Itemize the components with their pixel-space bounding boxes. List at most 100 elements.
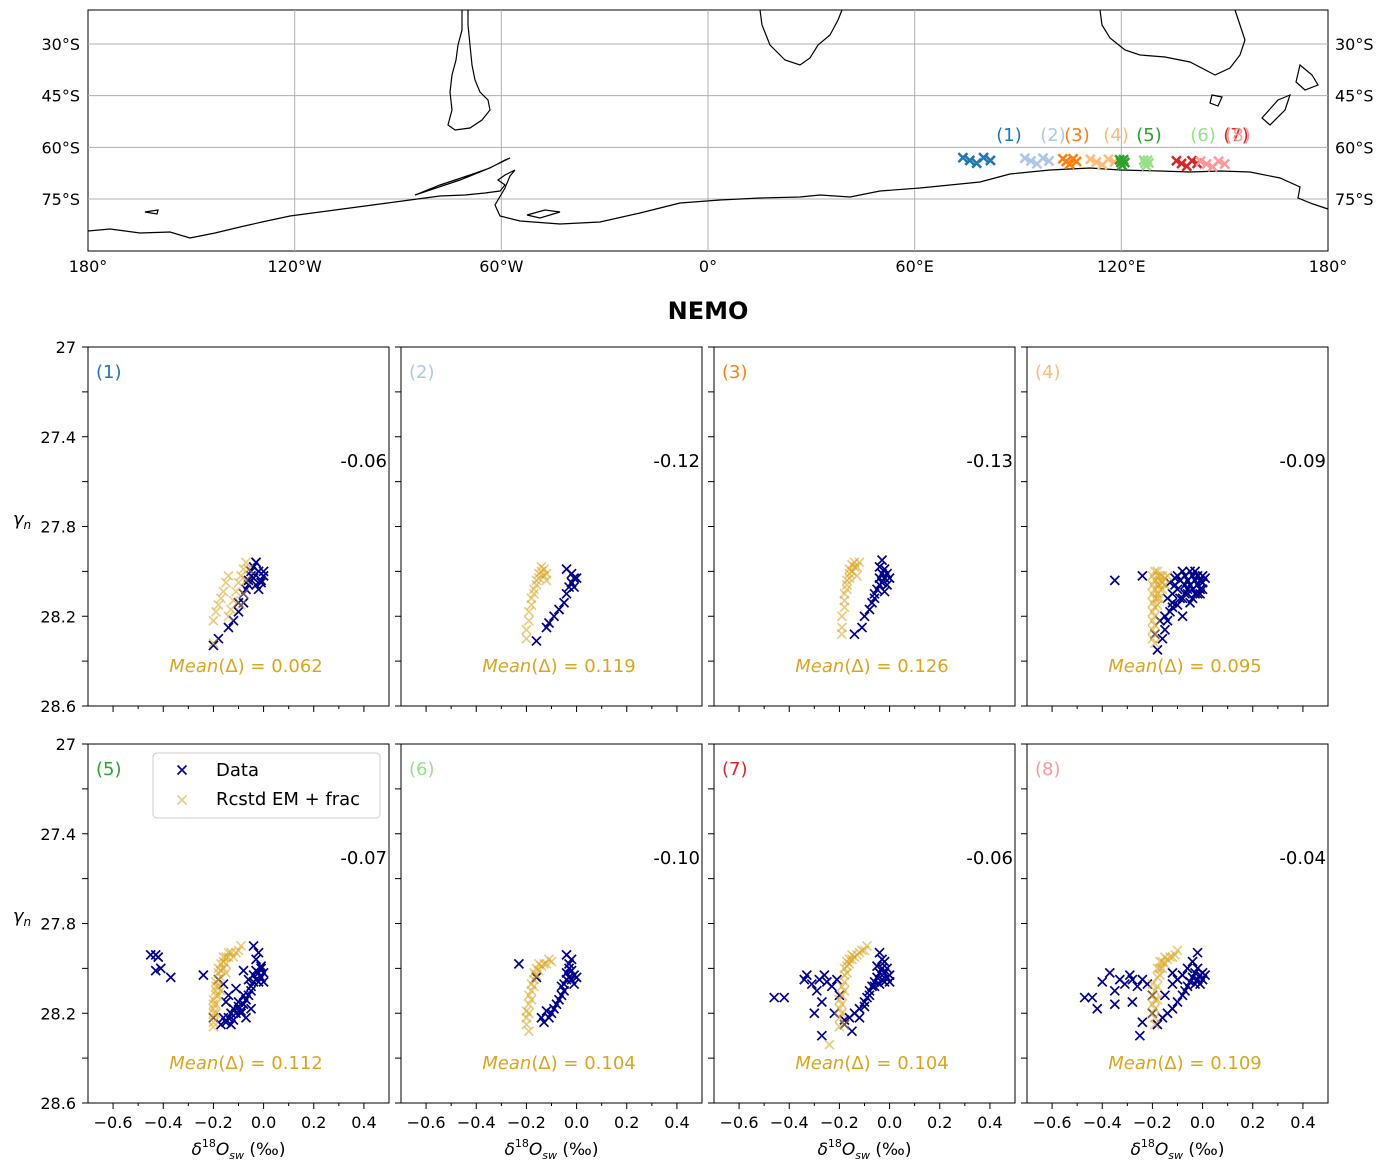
model-point [834,1021,845,1032]
data-point [258,570,269,581]
scatter-panel: −0.6 −0.4 −0.2 0.0 0.2 0.4 δ18Osw (‰) (6) -0.10 M… [395,743,703,1162]
model-point [1159,579,1171,590]
panel-mean-label: Mean(Δ) = 0.112 [169,1053,322,1074]
model-point [228,595,239,606]
model-point [238,588,249,599]
region-marker [1019,152,1031,164]
y-axis-label: γn [13,509,31,532]
data-point [153,952,164,963]
data-point [248,573,259,584]
data-point [879,956,890,967]
panel-frame [400,743,703,1104]
data-point [1167,602,1178,613]
lon-tick: 0° [699,257,717,276]
x-tick-label: 0.0 [564,1113,589,1132]
region-label: (8) [1225,125,1251,146]
model-point [523,615,535,626]
x-tick-label: −0.6 [1033,1113,1072,1132]
lon-tick: 60°W [479,257,523,276]
model-point [533,573,545,584]
map-gridlines [88,10,1328,251]
panel-offset-value: -0.06 [340,451,387,472]
model-point [523,1008,535,1019]
panel-frame [1026,743,1329,1104]
region-marker [1025,155,1037,167]
model-point [208,1017,219,1028]
region-marker [1071,156,1082,167]
x-axis-label: δ18Osw (‰) [504,1137,598,1162]
data-point [258,566,269,577]
region-marker [1201,158,1212,170]
legend-data-marker [176,764,188,776]
region-marker [1090,156,1102,168]
data-point [561,564,572,575]
panel-mean-label: Mean(Δ) = 0.104 [795,1053,948,1074]
x-tick-label: −0.6 [407,1113,446,1132]
data-point [531,635,542,647]
panel-offset-value: -0.12 [653,451,700,472]
data-point [809,1008,820,1019]
lon-tick: 180° [1309,257,1348,276]
data-point [541,1005,552,1017]
region-label: (5) [1136,125,1162,146]
legend-data-label: Data [216,760,259,781]
data-point [543,617,555,629]
region-marker [964,155,976,166]
model-point [208,999,219,1010]
data-point [233,606,244,617]
model-point [240,575,252,586]
data-point [571,972,582,983]
data-point [816,996,827,1008]
data-point [1167,967,1178,978]
data-point [856,622,868,633]
figure-title: NEMO [668,297,749,325]
data-point [874,947,885,958]
data-point [253,947,264,958]
legend: Data Rcstd EM + frac [152,752,381,819]
region-marker [1119,157,1131,168]
data-point [876,555,888,566]
data-point [556,981,567,992]
panel-region-label: (7) [722,759,748,780]
data-point [1199,970,1211,981]
panel-frame [87,346,390,707]
scatter-panel: (2) -0.12 Mean(Δ) = 0.119 [395,346,703,712]
data-point [248,940,259,952]
model-point [208,1008,219,1019]
panel-region-label: (3) [722,362,748,383]
panel-offset-value: -0.07 [340,848,387,869]
data-point [869,593,880,604]
data-point [839,1014,850,1026]
model-point [210,1008,222,1019]
new-zealand-coastline [1261,63,1319,126]
data-point [1127,996,1138,1008]
africa-coastline [759,9,843,66]
data-point [233,996,244,1008]
region-marker [1186,155,1198,167]
data-point [826,981,837,992]
data-point [250,954,262,965]
x-tick-label: −0.4 [1083,1113,1122,1132]
data-point [779,992,790,1003]
panel-mean-label: Mean(Δ) = 0.109 [1108,1053,1261,1074]
data-point [253,584,264,595]
data-point [1184,597,1196,608]
lat-tick-left: 45°S [41,87,80,106]
data-point [225,1019,237,1030]
model-point [861,940,873,952]
model-point [1147,579,1158,590]
y-tick-label: 27 [56,338,76,357]
model-point [836,999,848,1010]
model-point [836,622,848,633]
data-point [1097,976,1108,987]
data-point [165,972,176,983]
model-point [1152,994,1163,1005]
data-point [1192,947,1203,958]
lat-tick-right: 30°S [1335,35,1374,54]
model-point [526,994,537,1005]
lon-tick: 120°E [1097,257,1146,276]
x-axis-label: δ18Osw (‰) [191,1137,285,1162]
scatter-panel: 27 27.4 27.8 28.2 28.6 γn −0.6 −0.4 −0.2 0.0 0.2 0.… [13,735,390,1162]
tasmania-coastline [1209,94,1223,107]
